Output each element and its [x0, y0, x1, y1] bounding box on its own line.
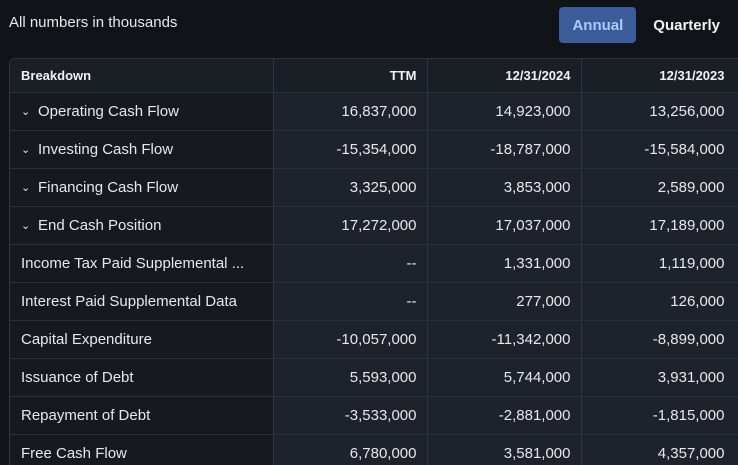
row-value: -15,584,000 [581, 130, 738, 169]
chevron-down-icon[interactable]: ⌄ [21, 182, 31, 194]
row-label: Income Tax Paid Supplemental ... [10, 244, 274, 283]
cash-flow-table: Breakdown TTM 12/31/2024 12/31/2023 ⌄ Ope… [9, 58, 738, 465]
units-note: All numbers in thousands [9, 14, 178, 31]
row-label-text: Issuance of Debt [21, 369, 134, 386]
row-value: 16,837,000 [273, 92, 428, 131]
row-label-text: Interest Paid Supplemental Data [21, 293, 237, 310]
row-label-text: Operating Cash Flow [38, 103, 179, 120]
row-value: -18,787,000 [427, 130, 582, 169]
header-ttm: TTM [273, 59, 428, 93]
table-row: Capital Expenditure -10,057,000 -11,342,00… [10, 320, 738, 359]
row-value: 3,581,000 [427, 434, 582, 465]
row-value: 5,593,000 [273, 358, 428, 397]
row-value: 17,272,000 [273, 206, 428, 245]
period-toggle: Annual Quarterly [559, 7, 738, 43]
chevron-down-icon[interactable]: ⌄ [21, 220, 31, 232]
row-value: 17,037,000 [427, 206, 582, 245]
row-label[interactable]: ⌄ Operating Cash Flow [10, 92, 274, 131]
row-label[interactable]: ⌄ Financing Cash Flow [10, 168, 274, 207]
row-value: 1,119,000 [581, 244, 738, 283]
row-value: 6,780,000 [273, 434, 428, 465]
row-value: -11,342,000 [427, 320, 582, 359]
header-2024: 12/31/2024 [427, 59, 582, 93]
chevron-down-icon[interactable]: ⌄ [21, 144, 31, 156]
row-label-text: Investing Cash Flow [38, 141, 174, 158]
row-value: -- [273, 282, 428, 321]
row-value: 14,923,000 [427, 92, 582, 131]
table-row: Repayment of Debt -3,533,000 -2,881,000 -1,… [10, 396, 738, 435]
row-value: -3,533,000 [273, 396, 428, 435]
table-row[interactable]: ⌄ Operating Cash Flow 16,837,000 14,923,000… [10, 92, 738, 131]
row-label: Capital Expenditure [10, 320, 274, 359]
row-value: -15,354,000 [273, 130, 428, 169]
row-value: 4,357,000 [581, 434, 738, 465]
table-header-row: Breakdown TTM 12/31/2024 12/31/2023 [10, 59, 738, 93]
header-2023: 12/31/2023 [581, 59, 738, 93]
row-value: 3,931,000 [581, 358, 738, 397]
row-value: 13,256,000 [581, 92, 738, 131]
table-row: Income Tax Paid Supplemental ... -- 1,331,… [10, 244, 738, 283]
table-row: Interest Paid Supplemental Data -- 277,000… [10, 282, 738, 321]
table-row[interactable]: ⌄ Financing Cash Flow 3,325,000 3,853,000 2,… [10, 168, 738, 207]
table-row: Free Cash Flow 6,780,000 3,581,000 4,357,00… [10, 434, 738, 465]
row-value: -1,815,000 [581, 396, 738, 435]
header-breakdown: Breakdown [10, 59, 274, 93]
table-row: Issuance of Debt 5,593,000 5,744,000 3,931,… [10, 358, 738, 397]
chevron-down-icon[interactable]: ⌄ [21, 106, 31, 118]
row-value: 3,325,000 [273, 168, 428, 207]
table-row[interactable]: ⌄ Investing Cash Flow -15,354,000 -18,787,0… [10, 130, 738, 169]
row-value: 1,331,000 [427, 244, 582, 283]
row-value: -2,881,000 [427, 396, 582, 435]
row-label: Issuance of Debt [10, 358, 274, 397]
annual-button[interactable]: Annual [559, 7, 637, 43]
row-value: 3,853,000 [427, 168, 582, 207]
row-label-text: Financing Cash Flow [38, 179, 179, 196]
row-value: 5,744,000 [427, 358, 582, 397]
row-label-text: Repayment of Debt [21, 407, 151, 424]
row-label-text: Free Cash Flow [21, 445, 127, 462]
row-label: Free Cash Flow [10, 434, 274, 465]
row-value: -8,899,000 [581, 320, 738, 359]
row-label[interactable]: ⌄ End Cash Position [10, 206, 274, 245]
row-value: 2,589,000 [581, 168, 738, 207]
row-label: Interest Paid Supplemental Data [10, 282, 274, 321]
row-value: 277,000 [427, 282, 582, 321]
row-label-text: Income Tax Paid Supplemental ... [21, 255, 245, 272]
row-value: 17,189,000 [581, 206, 738, 245]
row-label-text: End Cash Position [38, 217, 162, 234]
row-value: 126,000 [581, 282, 738, 321]
row-value: -- [273, 244, 428, 283]
quarterly-button[interactable]: Quarterly [640, 7, 738, 43]
row-label-text: Capital Expenditure [21, 331, 152, 348]
row-label[interactable]: ⌄ Investing Cash Flow [10, 130, 274, 169]
table-row[interactable]: ⌄ End Cash Position 17,272,000 17,037,000 17… [10, 206, 738, 245]
row-value: -10,057,000 [273, 320, 428, 359]
row-label: Repayment of Debt [10, 396, 274, 435]
